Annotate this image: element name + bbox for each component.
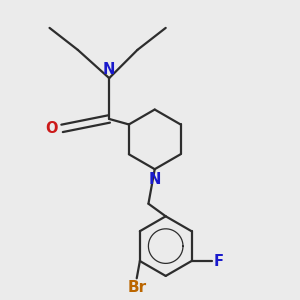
Text: O: O xyxy=(45,121,57,136)
Text: N: N xyxy=(103,61,116,76)
Text: F: F xyxy=(214,254,224,268)
Text: N: N xyxy=(148,172,161,187)
Text: Br: Br xyxy=(127,280,146,295)
